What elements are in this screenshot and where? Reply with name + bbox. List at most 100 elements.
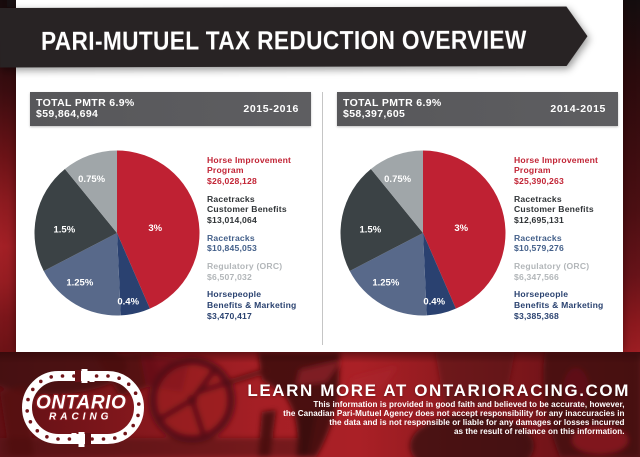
pie-slice-regulatory-orc- xyxy=(370,150,423,234)
legend-line: Horsepeople xyxy=(514,289,569,300)
legend-line: Racetracks xyxy=(514,193,562,204)
legend-item: Regulatory (ORC) $6,347,566 xyxy=(514,261,634,283)
legend-item: Racetracks $10,845,053 xyxy=(207,233,327,255)
ontario-racing-logo: ONTARIO RACING xyxy=(22,369,144,447)
logo-track-dot xyxy=(126,382,131,386)
logo-text-racing: RACING xyxy=(49,412,112,423)
pie-slice-horse-improvement-program xyxy=(422,150,505,309)
legend-item: Horse Improvement Program $25,390,263 xyxy=(514,155,634,187)
legend-line: Racetracks xyxy=(207,193,255,204)
legend-item: Horsepeople Benefits & Marketing $3,470,41… xyxy=(207,289,327,321)
pie-chart-2015-2016: 3% 0.4% 1.25% 1.5% 0.75% xyxy=(34,150,200,316)
total-label: TOTAL PMTR 6.9% xyxy=(343,96,442,109)
total-label: TOTAL PMTR 6.9% xyxy=(36,96,135,109)
legend-line: Benefits & Marketing xyxy=(514,299,604,310)
footer-photo-shape xyxy=(189,399,207,437)
panel-period: 2014-2015 xyxy=(550,103,606,115)
pie-label-3%: 3% xyxy=(148,223,162,234)
logo-track-dot xyxy=(137,402,141,406)
legend-line: $6,347,566 xyxy=(514,271,560,282)
logo-track-dot xyxy=(123,431,127,436)
footer-top-shadow xyxy=(0,352,640,363)
pie-label-1.5%: 1.5% xyxy=(359,225,381,236)
legend-item: Horse Improvement Program $26,028,128 xyxy=(207,155,327,187)
logo-ring xyxy=(22,369,144,447)
pie-label-0.75%: 0.75% xyxy=(384,174,411,185)
pie-slice-racetracks-customer-benefits xyxy=(34,169,117,272)
legend-line: Customer Benefits xyxy=(207,204,287,215)
total-value: $58,397,605 xyxy=(343,108,406,120)
footer-photo-shape xyxy=(410,414,534,457)
legend-item: Racetracks Customer Benefits $12,695,131 xyxy=(514,194,634,226)
footer: ONTARIO RACING LEARN MORE AT ONTARIORACI… xyxy=(0,352,640,457)
logo-track-dot xyxy=(94,374,99,378)
logo-track-dot xyxy=(35,429,40,433)
logo-track-dot xyxy=(45,435,49,439)
logo-interlock-notch-top xyxy=(75,370,81,382)
footer-photo-shape xyxy=(572,426,628,454)
footer-photo-shape xyxy=(435,352,515,408)
logo-track-dot xyxy=(72,374,76,378)
logo-track-dot xyxy=(133,391,138,395)
logo-interlock-bar xyxy=(89,371,95,382)
background-photo-left-strip xyxy=(0,0,16,352)
legend-line: Benefits & Marketing xyxy=(207,299,297,310)
legend-line: $12,695,131 xyxy=(514,215,564,226)
footer-photo-shape xyxy=(156,397,194,423)
pie-label-0.4%: 0.4% xyxy=(117,297,139,308)
pie-slice-horsepeople-benefits-marketing xyxy=(116,233,150,316)
pie-slice-regulatory-orc- xyxy=(64,150,117,234)
background-photo-right-strip xyxy=(623,0,640,352)
logo-track-dot xyxy=(131,423,135,428)
logo-track-dot xyxy=(56,437,60,441)
logo-track-dot xyxy=(25,409,29,413)
logo-track-dot xyxy=(136,413,140,418)
pie-svg: 3% 0.4% 1.25% 1.5% 0.75% xyxy=(34,150,200,316)
pie-label-1.5%: 1.5% xyxy=(53,225,75,236)
legend-line: $6,507,032 xyxy=(207,271,253,282)
legend-item: Horsepeople Benefits & Marketing $3,385,36… xyxy=(514,289,634,321)
legend-2015-2016: Horse Improvement Program $26,028,128 Racet… xyxy=(207,155,327,329)
pie-chart-2014-2015: 3% 0.4% 1.25% 1.5% 0.75% xyxy=(340,150,506,316)
panel-header-bar: TOTAL PMTR 6.9% $59,864,694 2015-2016 xyxy=(30,92,311,126)
legend-line: $10,845,053 xyxy=(207,243,257,254)
pie-label-0.4%: 0.4% xyxy=(423,297,445,308)
footer-photo-shape xyxy=(563,368,589,412)
logo-text-ontario: ONTARIO xyxy=(36,393,126,414)
legend-line: Horse Improvement xyxy=(207,154,292,165)
legend-line: $25,390,263 xyxy=(514,176,564,186)
logo-track-dot xyxy=(26,397,30,402)
pie-label-1.25%: 1.25% xyxy=(372,278,399,289)
legend-line: Program xyxy=(207,165,244,176)
pie-label-1.25%: 1.25% xyxy=(66,278,93,289)
logo-track-dot xyxy=(101,437,106,441)
logo-interlock-notch-bottom xyxy=(85,433,91,445)
pie-slice-horse-improvement-program xyxy=(116,150,200,309)
logo-track-dot xyxy=(60,374,65,378)
footer-photo-shape xyxy=(190,366,218,402)
pie-slice-horsepeople-benefits-marketing xyxy=(422,233,456,316)
pie-label-0.75%: 0.75% xyxy=(78,174,105,185)
logo-track-dot xyxy=(106,374,110,378)
logo-interlock-bar xyxy=(78,432,85,447)
title-banner: PARI-MUTUEL TAX REDUCTION OVERVIEW xyxy=(0,6,588,67)
footer-disclaimer: This information is provided in good fai… xyxy=(283,400,625,436)
pie-slice-racetracks xyxy=(43,233,121,316)
legend-line: Program xyxy=(514,165,551,176)
legend-item: Racetracks Customer Benefits $13,014,064 xyxy=(207,194,327,226)
panel-divider xyxy=(322,92,324,345)
legend-line: Horsepeople xyxy=(207,289,262,300)
footer-photo-shape xyxy=(197,367,269,395)
logo-track-dot xyxy=(39,379,43,384)
legend-line: $3,470,417 xyxy=(207,310,253,321)
legend-line: Regulatory (ORC) xyxy=(207,260,283,271)
panel-total: TOTAL PMTR 6.9% $59,864,694 xyxy=(30,96,135,121)
legend-item: Racetracks $10,579,276 xyxy=(514,233,634,255)
footer-photo-shape xyxy=(296,360,342,386)
pie-label-3%: 3% xyxy=(454,223,468,234)
title-banner-shape: PARI-MUTUEL TAX REDUCTION OVERVIEW xyxy=(0,6,588,67)
logo-track-dot xyxy=(28,420,33,424)
footer-photo-shape xyxy=(348,366,398,392)
footer-photo-shape xyxy=(296,412,316,457)
footer-headline: LEARN MORE AT ONTARIORACING.COM xyxy=(247,381,630,400)
